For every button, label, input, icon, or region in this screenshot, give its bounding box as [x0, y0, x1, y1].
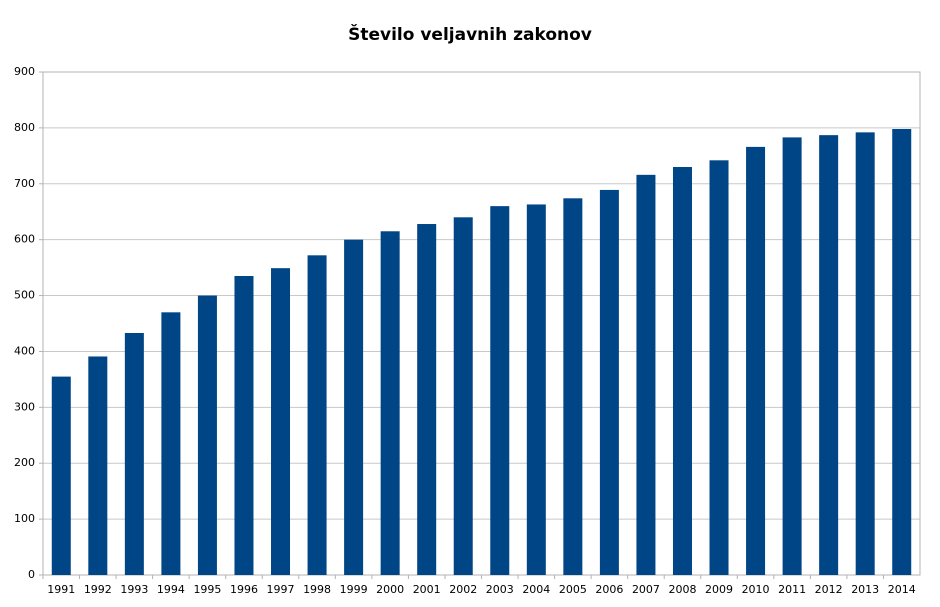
- bar: [453, 217, 473, 576]
- x-tick-label: 1993: [120, 583, 148, 596]
- bar: [271, 268, 291, 575]
- bar: [161, 312, 181, 575]
- x-tick-label: 1992: [84, 583, 112, 596]
- x-tick-label: 2012: [815, 583, 843, 596]
- bar: [672, 167, 692, 575]
- bar: [636, 174, 656, 575]
- x-tick-label: 2002: [449, 583, 477, 596]
- x-tick-label: 2001: [413, 583, 441, 596]
- x-tick-label: 2006: [595, 583, 623, 596]
- y-tick-label: 900: [14, 65, 35, 78]
- x-tick-label: 2000: [376, 583, 404, 596]
- bar: [490, 206, 510, 575]
- bar: [417, 224, 437, 576]
- bar: [526, 204, 546, 575]
- bar: [234, 275, 254, 575]
- y-tick-label: 100: [14, 512, 35, 525]
- x-tick-label: 1994: [157, 583, 185, 596]
- bar: [124, 333, 144, 575]
- y-tick-label: 800: [14, 121, 35, 134]
- chart-title: Število veljavnih zakonov: [348, 23, 592, 45]
- bar: [307, 255, 327, 575]
- bar: [380, 231, 400, 576]
- y-tick-label: 300: [14, 400, 35, 413]
- x-tick-label: 2014: [888, 583, 916, 596]
- bar: [746, 146, 766, 575]
- bar: [563, 198, 583, 575]
- y-tick-label: 0: [28, 568, 35, 581]
- x-tick-label: 2009: [705, 583, 733, 596]
- x-tick-label: 2011: [778, 583, 806, 596]
- x-tick-label: 2005: [559, 583, 587, 596]
- y-tick-label: 600: [14, 233, 35, 246]
- bar: [855, 132, 875, 576]
- x-tick-label: 2008: [668, 583, 696, 596]
- x-tick-label: 2003: [486, 583, 514, 596]
- x-tick-label: 1995: [193, 583, 221, 596]
- bar: [892, 129, 912, 576]
- x-tick-label: 1999: [340, 583, 368, 596]
- y-tick-label: 700: [14, 177, 35, 190]
- x-tick-label: 1996: [230, 583, 258, 596]
- y-tick-label: 500: [14, 289, 35, 302]
- y-tick-label: 200: [14, 456, 35, 469]
- x-tick-label: 2007: [632, 583, 660, 596]
- bar: [197, 295, 217, 575]
- x-tick-label: 1998: [303, 583, 331, 596]
- bar: [51, 376, 71, 575]
- x-tick-label: 2013: [851, 583, 879, 596]
- bar: [344, 239, 364, 575]
- bar: [88, 356, 108, 575]
- bar: [782, 137, 802, 575]
- bar: [599, 189, 619, 576]
- x-tick-label: 1991: [47, 583, 75, 596]
- y-tick-label: 400: [14, 344, 35, 357]
- bar: [819, 135, 839, 575]
- x-tick-label: 2010: [742, 583, 770, 596]
- bar: [709, 160, 729, 575]
- x-tick-label: 1997: [267, 583, 295, 596]
- x-tick-label: 2004: [522, 583, 550, 596]
